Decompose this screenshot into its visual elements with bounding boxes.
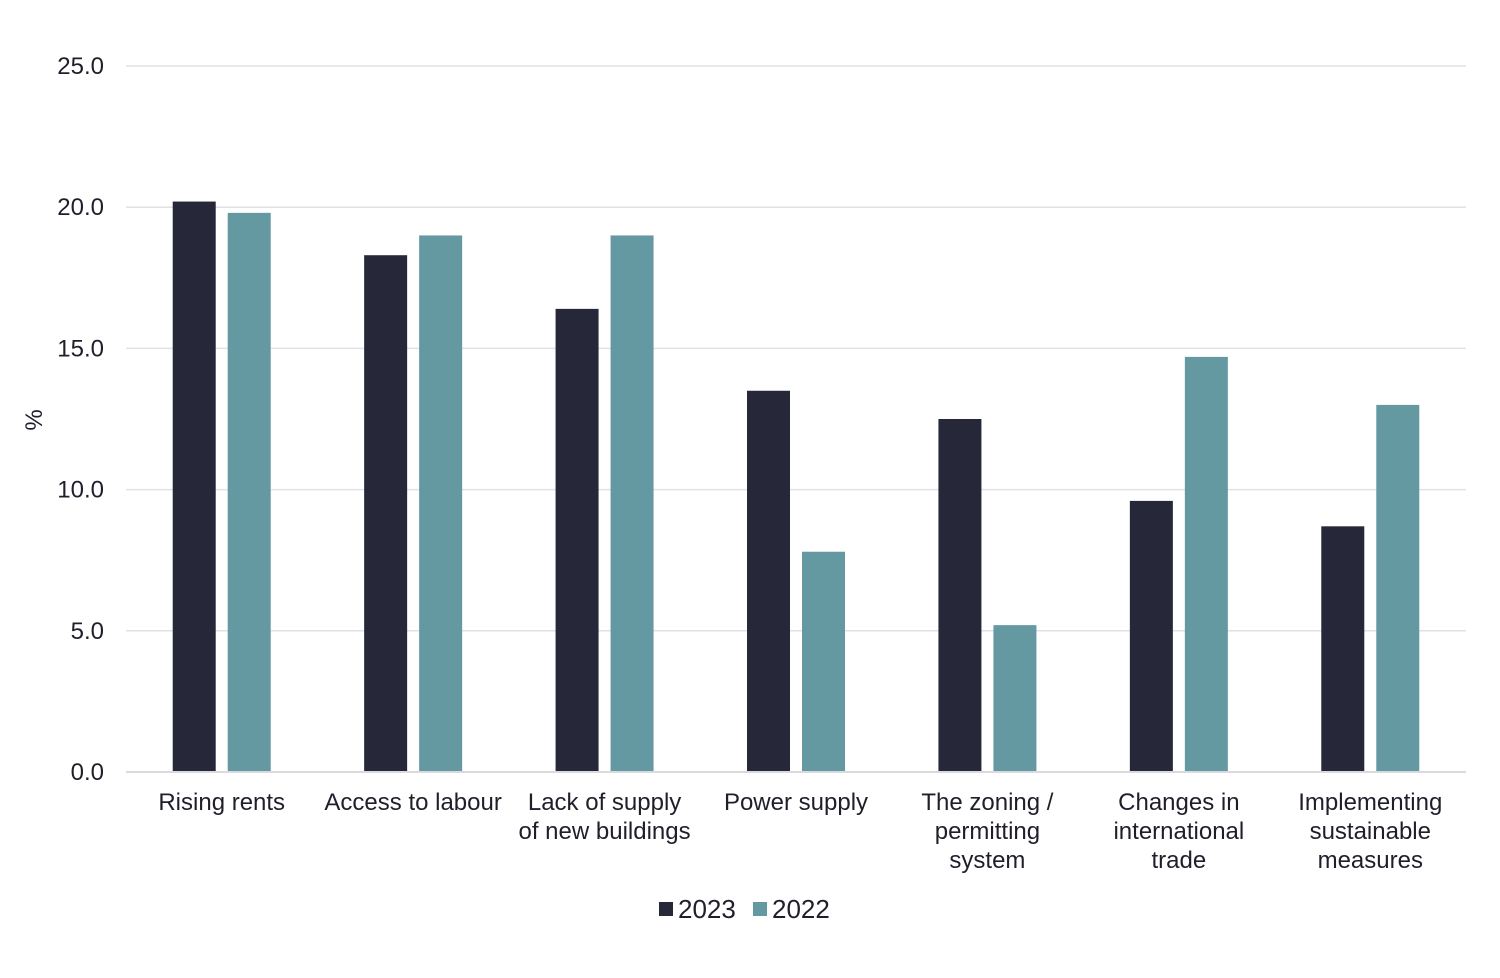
bar-2023 xyxy=(1129,500,1173,772)
bar-2023 xyxy=(1321,526,1365,772)
x-category-label: Rising rents xyxy=(158,789,285,816)
bar-2023 xyxy=(364,255,408,772)
y-axis-ticks: 0.0 5.0 10.0 15.0 20.0 25.0 xyxy=(57,53,104,786)
y-tick-label: 0.0 xyxy=(71,759,104,786)
legend-label-2023: 2023 xyxy=(678,894,736,924)
x-category-label: trade xyxy=(1152,847,1207,874)
bar-2022 xyxy=(1376,404,1420,772)
bars xyxy=(172,201,1420,772)
category-labels: Rising rents Access to labour Lack of supp… xyxy=(158,789,1442,874)
bar-2022 xyxy=(802,551,845,772)
x-category-label: international xyxy=(1113,818,1244,845)
y-tick-label: 5.0 xyxy=(71,618,104,645)
bar-2023 xyxy=(172,201,216,772)
y-tick-label: 25.0 xyxy=(57,53,104,80)
y-axis-title: % xyxy=(21,409,48,430)
x-category-label: system xyxy=(949,847,1025,874)
legend-swatch-2022 xyxy=(753,902,767,916)
x-category-label: Lack of supply xyxy=(528,789,681,816)
x-category-label: Access to labour xyxy=(324,789,501,816)
x-category-label: permitting xyxy=(935,818,1040,845)
x-category-label: Power supply xyxy=(724,789,868,816)
x-category-label: Changes in xyxy=(1118,789,1239,816)
y-tick-label: 10.0 xyxy=(57,477,104,504)
legend-swatch-2023 xyxy=(659,902,673,916)
x-category-label: measures xyxy=(1318,847,1423,874)
bar-2022 xyxy=(1184,356,1228,772)
bar-2023 xyxy=(938,419,982,772)
bar-2022 xyxy=(419,235,463,772)
x-category-label: Implementing xyxy=(1298,789,1442,816)
bar-2023 xyxy=(747,390,790,772)
y-tick-label: 20.0 xyxy=(57,194,104,221)
x-category-label: of new buildings xyxy=(519,818,691,845)
bar-2022 xyxy=(993,625,1037,772)
x-category-label: The zoning / xyxy=(921,789,1053,816)
bar-2023 xyxy=(555,308,599,772)
bar-2022 xyxy=(227,212,271,772)
y-tick-label: 15.0 xyxy=(57,335,104,362)
legend: 2023 2022 xyxy=(659,894,830,924)
legend-label-2022: 2022 xyxy=(772,894,830,924)
x-category-label: sustainable xyxy=(1310,818,1431,845)
gridlines xyxy=(126,65,1466,632)
bar-2022 xyxy=(610,235,654,772)
